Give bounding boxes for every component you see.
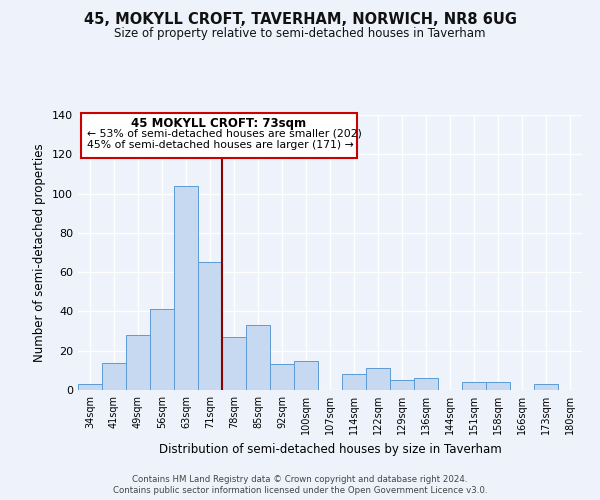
- Bar: [462, 382, 486, 390]
- Bar: [198, 262, 222, 390]
- Bar: [246, 325, 270, 390]
- Bar: [534, 384, 558, 390]
- Bar: [294, 360, 318, 390]
- Y-axis label: Number of semi-detached properties: Number of semi-detached properties: [34, 143, 46, 362]
- Bar: [174, 186, 198, 390]
- Bar: [414, 378, 438, 390]
- Text: Contains public sector information licensed under the Open Government Licence v3: Contains public sector information licen…: [113, 486, 487, 495]
- Bar: [366, 368, 390, 390]
- Bar: [486, 382, 510, 390]
- Text: ← 53% of semi-detached houses are smaller (202): ← 53% of semi-detached houses are smalle…: [87, 128, 362, 138]
- Bar: [270, 364, 294, 390]
- Text: Size of property relative to semi-detached houses in Taverham: Size of property relative to semi-detach…: [114, 28, 486, 40]
- Bar: [342, 374, 366, 390]
- Text: 45, MOKYLL CROFT, TAVERHAM, NORWICH, NR8 6UG: 45, MOKYLL CROFT, TAVERHAM, NORWICH, NR8…: [83, 12, 517, 28]
- X-axis label: Distribution of semi-detached houses by size in Taverham: Distribution of semi-detached houses by …: [158, 442, 502, 456]
- Bar: [390, 380, 414, 390]
- Text: Contains HM Land Registry data © Crown copyright and database right 2024.: Contains HM Land Registry data © Crown c…: [132, 475, 468, 484]
- Bar: [102, 362, 126, 390]
- Bar: [78, 384, 102, 390]
- Text: 45 MOKYLL CROFT: 73sqm: 45 MOKYLL CROFT: 73sqm: [131, 116, 307, 130]
- Bar: [126, 335, 150, 390]
- Bar: [222, 337, 246, 390]
- Bar: [150, 310, 174, 390]
- Text: 45% of semi-detached houses are larger (171) →: 45% of semi-detached houses are larger (…: [87, 140, 354, 150]
